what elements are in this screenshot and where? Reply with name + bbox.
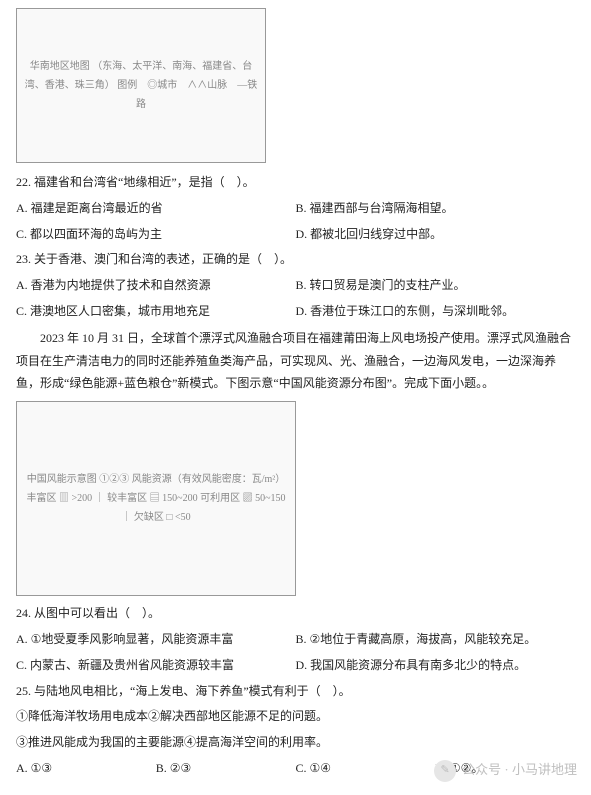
q23-option-a: A. 香港为内地提供了技术和自然资源 [16, 274, 296, 297]
map-south-china: 华南地区地图 （东海、太平洋、南海、福建省、台湾、香港、珠三角） 图例 ◎城市 … [16, 8, 266, 163]
q25-option-a: A. ①③ [16, 757, 156, 780]
passage-wind-energy: 2023 年 10 月 31 日，全球首个漂浮式风渔融合项目在福建莆田海上风电场… [16, 327, 575, 395]
wechat-icon: ✎ [434, 760, 456, 782]
watermark: ✎ 公众号 · 小马讲地理 [434, 758, 577, 783]
q22-stem: 22. 福建省和台湾省“地缘相近”，是指（ ）。 [16, 171, 575, 194]
q23-option-c: C. 港澳地区人口密集，城市用地充足 [16, 300, 296, 323]
q24-option-d: D. 我国风能资源分布具有南多北少的特点。 [296, 654, 576, 677]
q23-option-b: B. 转口贸易是澳门的支柱产业。 [296, 274, 576, 297]
q25-statement-2: ③推进风能成为我国的主要能源④提高海洋空间的利用率。 [16, 731, 575, 754]
q25-option-b: B. ②③ [156, 757, 296, 780]
watermark-label: 公众号 · 小马讲地理 [462, 758, 577, 783]
q24-option-c: C. 内蒙古、新疆及贵州省风能资源较丰富 [16, 654, 296, 677]
q22-option-c: C. 都以四面环海的岛屿为主 [16, 223, 296, 246]
q24-option-b: B. ②地位于青藏高原，海拔高，风能较充足。 [296, 628, 576, 651]
q22-option-a: A. 福建是距离台湾最近的省 [16, 197, 296, 220]
q22-option-d: D. 都被北回归线穿过中部。 [296, 223, 576, 246]
q25-statement-1: ①降低海洋牧场用电成本②解决西部地区能源不足的问题。 [16, 705, 575, 728]
q25-stem: 25. 与陆地风电相比，“海上发电、海下养鱼”模式有利于（ ）。 [16, 680, 575, 703]
q24-option-a: A. ①地受夏季风影响显著，风能资源丰富 [16, 628, 296, 651]
map-china-wind: 中国风能示意图 ①②③ 风能资源（有效风能密度：瓦/m²） 丰富区 ▥ >200… [16, 401, 296, 596]
q23-stem: 23. 关于香港、澳门和台湾的表述，正确的是（ ）。 [16, 248, 575, 271]
q24-stem: 24. 从图中可以看出（ ）。 [16, 602, 575, 625]
q22-option-b: B. 福建西部与台湾隔海相望。 [296, 197, 576, 220]
q25-option-c: C. ①④ [296, 757, 436, 780]
q23-option-d: D. 香港位于珠江口的东侧，与深圳毗邻。 [296, 300, 576, 323]
